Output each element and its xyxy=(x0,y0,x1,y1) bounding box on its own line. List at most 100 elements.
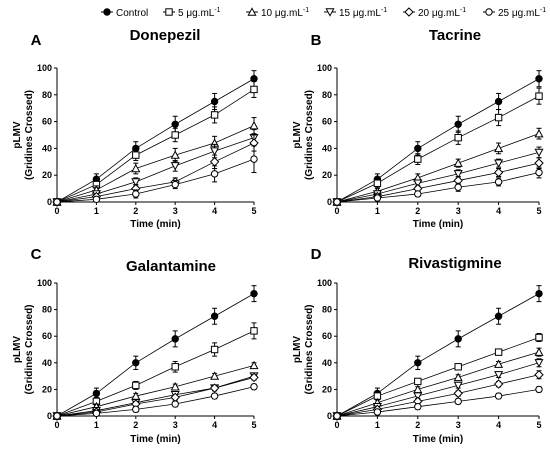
data-point xyxy=(92,389,101,398)
data-point xyxy=(250,327,258,335)
y-tick-label: 80 xyxy=(42,90,52,100)
series-line xyxy=(56,375,255,417)
data-point xyxy=(535,333,543,342)
data-point xyxy=(414,359,422,367)
series-line xyxy=(56,125,255,203)
data-point xyxy=(535,289,543,298)
series-line xyxy=(336,374,540,417)
x-axis-label: Time (min) xyxy=(130,434,180,445)
y-tick-label: 20 xyxy=(42,384,52,394)
series-line xyxy=(56,78,255,203)
data-point xyxy=(250,155,258,163)
y-tick-label: 100 xyxy=(317,63,332,73)
series-line xyxy=(336,152,540,203)
series xyxy=(332,358,544,421)
y-tick-label: 80 xyxy=(322,90,332,100)
data-point xyxy=(171,335,179,343)
data-point xyxy=(453,381,463,391)
series-line xyxy=(336,95,540,203)
data-point xyxy=(413,392,423,401)
legend-label: 25 μg.mL-1 xyxy=(498,7,546,19)
x-tick-label: 3 xyxy=(456,206,461,216)
data-point xyxy=(250,85,258,94)
x-tick-label: 2 xyxy=(133,420,138,430)
series xyxy=(332,146,544,207)
chart-panel: C Galantamine 0 1 2 3 4 5 0 20 40 60 80 100 Time (min)… xyxy=(12,246,259,445)
panel-title: Donepezil xyxy=(130,27,201,44)
x-tick-label: 1 xyxy=(375,206,380,216)
data-point xyxy=(373,408,382,416)
data-point xyxy=(210,147,220,156)
data-point xyxy=(92,409,101,418)
data-point xyxy=(210,371,220,380)
y-tick-label: 40 xyxy=(42,143,52,153)
legend-marker-icon xyxy=(165,8,173,16)
data-point xyxy=(170,162,180,171)
series-line xyxy=(56,365,255,417)
series-line xyxy=(336,162,540,203)
data-point xyxy=(494,97,503,106)
y-axis-label: pLMV xyxy=(12,121,23,149)
data-point xyxy=(249,120,259,130)
series-line xyxy=(56,377,255,417)
data-point xyxy=(534,347,544,356)
data-point xyxy=(249,360,259,370)
series xyxy=(53,383,258,420)
y-tick-label: 20 xyxy=(322,384,332,394)
data-point xyxy=(250,289,258,298)
data-point xyxy=(494,159,504,168)
x-tick-label: 1 xyxy=(94,206,99,216)
x-tick-label: 5 xyxy=(536,206,541,216)
panel-title: Galantamine xyxy=(126,258,216,275)
data-point xyxy=(534,359,544,368)
data-point xyxy=(53,198,61,206)
data-point xyxy=(454,363,462,371)
legend-item: Control xyxy=(101,8,148,19)
data-point xyxy=(210,111,219,119)
y-axis-label: (Gridines Crossed) xyxy=(24,90,35,180)
series xyxy=(52,117,259,206)
series xyxy=(52,372,259,421)
data-point xyxy=(454,120,462,128)
series xyxy=(52,129,259,207)
x-tick-label: 5 xyxy=(536,420,541,430)
legend-marker-icon xyxy=(103,8,111,16)
x-tick-label: 3 xyxy=(456,420,461,430)
data-point xyxy=(453,372,463,382)
data-point xyxy=(535,92,543,100)
y-tick-label: 100 xyxy=(317,278,332,288)
x-tick-label: 5 xyxy=(251,420,256,430)
y-tick-label: 60 xyxy=(322,117,332,127)
y-tick-label: 40 xyxy=(322,358,332,368)
legend-item: 15 μg.mL-1 xyxy=(324,7,387,19)
data-point xyxy=(413,179,423,188)
data-point xyxy=(453,388,463,399)
y-axis-label: pLMV xyxy=(292,121,303,149)
series-line xyxy=(56,137,255,203)
y-tick-label: 60 xyxy=(322,331,332,341)
y-tick-label: 0 xyxy=(327,411,332,421)
data-point xyxy=(535,385,543,394)
data-point xyxy=(414,377,422,386)
x-tick-label: 1 xyxy=(375,420,380,430)
y-tick-label: 0 xyxy=(47,411,52,421)
data-point xyxy=(494,348,503,356)
series-line xyxy=(336,133,540,203)
series-line xyxy=(336,337,540,417)
panel-title: Tacrine xyxy=(429,27,481,44)
series xyxy=(332,157,544,207)
data-point xyxy=(132,381,140,390)
data-point xyxy=(210,312,219,320)
data-point xyxy=(494,312,503,320)
x-axis-label: Time (min) xyxy=(413,219,463,230)
y-tick-label: 40 xyxy=(42,358,52,368)
data-point xyxy=(209,157,220,167)
legend-marker-icon xyxy=(325,8,335,17)
data-point xyxy=(414,402,422,411)
legend-label: Control xyxy=(116,8,148,19)
series xyxy=(53,145,258,206)
x-tick-label: 3 xyxy=(173,206,178,216)
legend-label: 15 μg.mL-1 xyxy=(339,7,387,19)
series xyxy=(332,347,544,420)
series-line xyxy=(56,142,255,203)
